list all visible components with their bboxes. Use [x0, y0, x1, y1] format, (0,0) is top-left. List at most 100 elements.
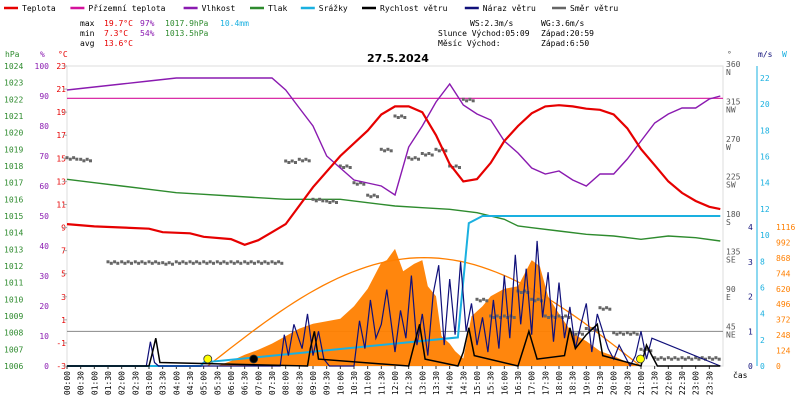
wind-dir-dot: [666, 356, 670, 360]
hpa-tick-1: 1023: [4, 79, 23, 88]
dir-tick-4: 180: [726, 210, 741, 219]
wind-dir-dot: [321, 199, 325, 203]
wm-tick-11: 0: [760, 362, 765, 371]
wind-dir-dot: [253, 261, 256, 265]
wind-dir-dot: [574, 332, 578, 336]
wind-dir-dot: [311, 197, 315, 201]
ms-tick-0: 4: [748, 223, 753, 232]
wind-dir-dot: [198, 261, 202, 265]
x-tick-11: 05:30: [213, 371, 222, 395]
hpa-tick-15: 1009: [4, 312, 23, 321]
legend-label-4: Srážky: [319, 4, 348, 13]
wind-dir-dot: [400, 114, 404, 118]
wind-dir-dot: [205, 261, 209, 265]
pct-tick-4: 60: [39, 182, 49, 191]
wind-dir-dot: [492, 316, 496, 319]
wind-dir-dot: [301, 159, 305, 163]
stat-max-rain: 10.4mm: [220, 19, 249, 28]
wind-dir-dot: [629, 332, 633, 336]
x-tick-3: 01:30: [104, 371, 113, 395]
wm-tick-7: 8: [760, 257, 765, 266]
x-tick-4: 02:00: [118, 371, 127, 395]
wind-dir-dot: [277, 260, 281, 264]
legend-label-7: Směr větru: [570, 4, 618, 13]
stat-min-label: min: [80, 29, 95, 38]
rad-tick-1: 992: [776, 238, 791, 247]
wind-dir-dot: [195, 260, 199, 264]
legend-label-5: Rychlost větru: [380, 4, 448, 13]
wind-dir-dot: [495, 314, 499, 318]
x-tick-38: 19:00: [582, 371, 591, 395]
wind-dir-dot: [608, 307, 612, 311]
wind-dir-dot: [174, 260, 178, 264]
x-tick-7: 03:30: [159, 371, 168, 395]
wind-dir-dot: [362, 182, 366, 186]
wind-dir-dot: [236, 260, 240, 264]
stat-avg-temp: 13.6°C: [104, 39, 133, 48]
sunset-marker: [636, 354, 645, 364]
dir-tick-1: 315: [726, 98, 741, 107]
rad-tick-0: 1116: [776, 223, 795, 232]
hpa-tick-9: 1015: [4, 212, 23, 221]
c-tick-5: 13: [56, 177, 66, 186]
x-tick-29: 14:30: [459, 371, 468, 395]
wind-dir-dot: [683, 357, 687, 361]
wind-dir-dot: [379, 147, 383, 151]
wind-dir-dot: [331, 199, 335, 203]
x-tick-31: 15:30: [487, 371, 496, 395]
rad-tick-5: 496: [776, 300, 791, 309]
wind-dir-dot: [85, 157, 89, 161]
wind-dir-dot: [646, 347, 650, 351]
stat-avg-label: avg: [80, 39, 95, 48]
wind-dir-dot: [437, 149, 441, 153]
pct-tick-3: 70: [39, 152, 49, 161]
wind-dir-dot: [348, 166, 352, 169]
wind-dir-dot: [454, 164, 458, 168]
wind-dir-dot: [147, 260, 151, 264]
wind-dir-dot: [625, 331, 629, 335]
wind-dir-dot: [171, 262, 174, 266]
wind-dir-dot: [372, 193, 376, 197]
x-tick-22: 11:00: [364, 371, 373, 395]
wind-dir-dot: [656, 357, 660, 361]
wind-dir-dot: [485, 299, 489, 303]
wind-dir-dot: [461, 97, 465, 101]
c-tick-2: 19: [56, 108, 66, 117]
wind-dir-dot: [427, 152, 431, 155]
wind-dir-dot: [448, 164, 452, 168]
wind-dir-dot: [355, 182, 359, 186]
hpa-tick-16: 1008: [4, 329, 23, 338]
wind-dir-dot: [489, 314, 493, 318]
axis-pct-label: %: [40, 50, 45, 59]
legend-label-0: Teplota: [22, 4, 56, 13]
wind-dir-dot: [632, 331, 636, 335]
moonset-marker: [249, 354, 259, 364]
wind-dir-dot: [126, 260, 130, 264]
axis-deg-label: °: [727, 50, 732, 59]
hpa-tick-5: 1019: [4, 145, 23, 154]
stat-max-label: max: [80, 19, 95, 28]
sun-curve: [207, 256, 641, 367]
c-tick-12: -1: [56, 339, 66, 348]
axis-ms-label: m/s: [758, 50, 773, 59]
wind-dir-dot: [639, 347, 643, 351]
dir-name-0: N: [726, 68, 731, 77]
wind-dir-dot: [478, 299, 482, 303]
wind-dir-dot: [270, 260, 274, 264]
stat-max-temp: 19.7°C: [104, 19, 133, 28]
x-tick-42: 21:00: [637, 371, 646, 395]
rad-tick-3: 744: [776, 269, 791, 278]
wind-dir-dot: [670, 357, 674, 361]
x-tick-21: 10:30: [350, 371, 359, 395]
x-tick-15: 07:30: [268, 371, 277, 395]
wind-dir-dot: [359, 181, 363, 185]
wind-dir-dot: [618, 331, 622, 335]
humidity-line: [66, 77, 721, 197]
stat-moon: Měsíc Východ:: [438, 39, 501, 48]
wind-dir-dot: [249, 260, 253, 264]
pct-tick-5: 50: [39, 212, 49, 221]
hpa-tick-2: 1022: [4, 95, 23, 104]
wind-dir-dot: [164, 262, 168, 266]
x-tick-16: 08:00: [282, 371, 291, 395]
wind-dir-dot: [663, 357, 666, 361]
